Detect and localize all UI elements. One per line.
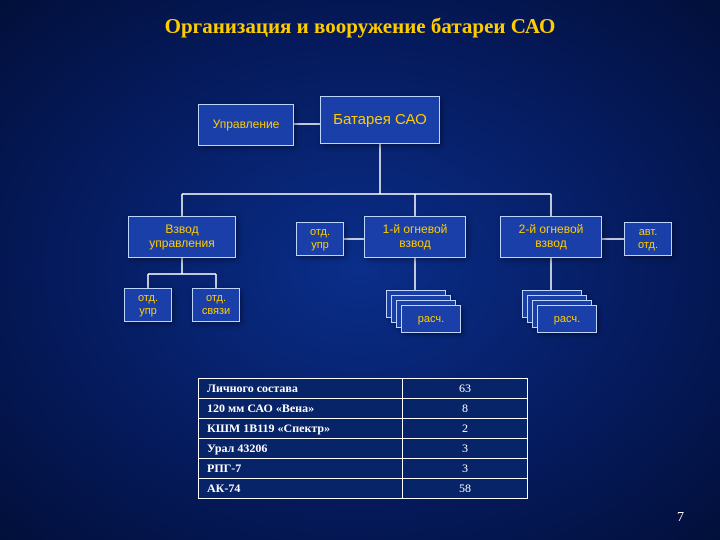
table-cell-value: 2	[402, 419, 527, 439]
table-row: АК-7458	[199, 479, 528, 499]
node-platoon-control: Взвод управления	[128, 216, 236, 258]
table-cell-value: 58	[402, 479, 527, 499]
table-cell-value: 63	[402, 379, 527, 399]
node-battery: Батарея САО	[320, 96, 440, 144]
node-fire-platoon-1: 1-й огневой взвод	[364, 216, 466, 258]
node-otd-svyazi: отд. связи	[192, 288, 240, 322]
stack-rasch-2-label: расч.	[537, 305, 597, 333]
table-row: Личного состава63	[199, 379, 528, 399]
node-avt-otd: авт. отд.	[624, 222, 672, 256]
node-otd-upr-1: отд. упр	[296, 222, 344, 256]
node-manage: Управление	[198, 104, 294, 146]
table-cell-label: РПГ-7	[199, 459, 403, 479]
table-row: 120 мм САО «Вена»8	[199, 399, 528, 419]
table-cell-value: 3	[402, 439, 527, 459]
equipment-table: Личного состава63120 мм САО «Вена»8КШМ 1…	[198, 378, 528, 499]
table-cell-label: Урал 43206	[199, 439, 403, 459]
table-cell-value: 3	[402, 459, 527, 479]
stack-rasch-1-label: расч.	[401, 305, 461, 333]
table-row: Урал 432063	[199, 439, 528, 459]
table-cell-label: 120 мм САО «Вена»	[199, 399, 403, 419]
table-row: РПГ-73	[199, 459, 528, 479]
table-cell-label: КШМ 1В119 «Спектр»	[199, 419, 403, 439]
table-cell-label: Личного состава	[199, 379, 403, 399]
table-cell-label: АК-74	[199, 479, 403, 499]
node-fire-platoon-2: 2-й огневой взвод	[500, 216, 602, 258]
page-number: 7	[677, 510, 684, 526]
table-row: КШМ 1В119 «Спектр»2	[199, 419, 528, 439]
node-otd-upr-2: отд. упр	[124, 288, 172, 322]
table-cell-value: 8	[402, 399, 527, 419]
